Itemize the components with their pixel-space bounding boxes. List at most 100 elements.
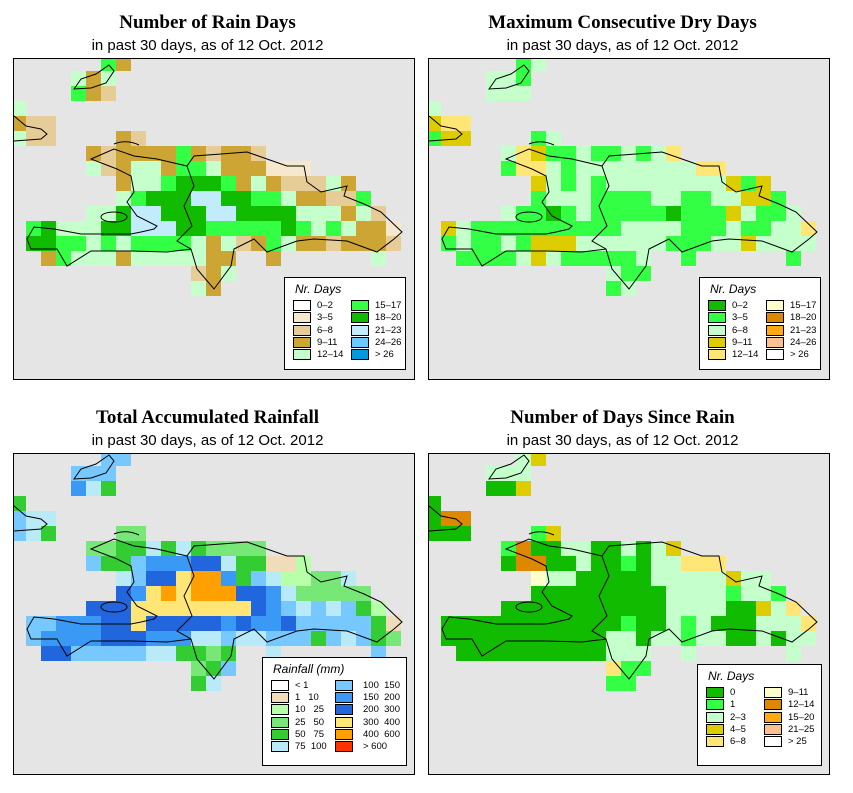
grid-cell bbox=[516, 221, 531, 236]
grid-cell bbox=[191, 281, 206, 296]
grid-cell bbox=[101, 206, 116, 221]
grid-cell bbox=[591, 221, 606, 236]
inagua-coastline bbox=[72, 454, 115, 480]
grid-cell bbox=[206, 631, 221, 646]
grid-cell bbox=[371, 221, 386, 236]
grid-cell bbox=[281, 616, 296, 631]
grid-cell bbox=[711, 586, 726, 601]
grid-cell bbox=[546, 586, 561, 601]
cuba-coastline bbox=[429, 505, 463, 532]
grid-cell bbox=[501, 481, 516, 496]
grid-cell bbox=[471, 251, 486, 266]
grid-cell bbox=[636, 631, 651, 646]
grid-cell bbox=[516, 481, 531, 496]
legend-label: > 26 bbox=[790, 349, 809, 361]
grid-cell bbox=[606, 601, 621, 616]
legend-swatch bbox=[351, 324, 369, 336]
grid-cell bbox=[266, 191, 281, 206]
grid-cell bbox=[546, 206, 561, 221]
grid-cell bbox=[116, 541, 131, 556]
grid-cell bbox=[101, 466, 116, 481]
grid-cell bbox=[621, 631, 636, 646]
grid-cell bbox=[696, 571, 711, 586]
legend-swatch bbox=[271, 741, 289, 752]
legend-swatch bbox=[764, 711, 782, 723]
grid-cell bbox=[191, 661, 206, 676]
grid-cell bbox=[56, 251, 71, 266]
grid-cell bbox=[236, 631, 251, 646]
grid-cell bbox=[161, 221, 176, 236]
grid-cell bbox=[161, 646, 176, 661]
grid-cell bbox=[41, 236, 56, 251]
grid-cell bbox=[131, 646, 146, 661]
grid-cell bbox=[206, 191, 221, 206]
grid-cell bbox=[236, 236, 251, 251]
grid-cell bbox=[221, 191, 236, 206]
grid-cell bbox=[531, 146, 546, 161]
map-canvas bbox=[14, 454, 403, 691]
grid-cell bbox=[531, 131, 546, 146]
grid-cell bbox=[86, 71, 101, 86]
grid-cell bbox=[281, 206, 296, 221]
grid-cell bbox=[681, 631, 696, 646]
grid-cell bbox=[101, 646, 116, 661]
grid-cell bbox=[681, 191, 696, 206]
grid-cell bbox=[429, 131, 441, 146]
grid-cell bbox=[591, 146, 606, 161]
grid-cell bbox=[311, 206, 326, 221]
grid-cell bbox=[441, 131, 456, 146]
grid-cell bbox=[281, 191, 296, 206]
grid-cell bbox=[756, 236, 771, 251]
grid-cell bbox=[636, 176, 651, 191]
grid-cell bbox=[236, 206, 251, 221]
grid-cell bbox=[591, 646, 606, 661]
legend-label: 12–14 bbox=[788, 699, 815, 711]
grid-cell bbox=[161, 176, 176, 191]
grid-cell bbox=[486, 236, 501, 251]
grid-cell bbox=[161, 191, 176, 206]
grid-cell bbox=[236, 571, 251, 586]
grid-cell bbox=[131, 601, 146, 616]
grid-cell bbox=[251, 556, 266, 571]
grid-cell bbox=[146, 251, 161, 266]
grid-cell bbox=[296, 161, 311, 176]
grid-cell bbox=[26, 131, 41, 146]
map-title: Maximum Consecutive Dry Days bbox=[488, 12, 757, 33]
grid-cell bbox=[681, 616, 696, 631]
grid-cell bbox=[501, 541, 516, 556]
grid-cell bbox=[191, 146, 206, 161]
legend-swatch bbox=[706, 699, 724, 711]
grid-cell bbox=[546, 161, 561, 176]
grid-cell bbox=[56, 646, 71, 661]
inagua-coastline bbox=[487, 454, 530, 480]
grid-cell bbox=[681, 586, 696, 601]
grid-cell bbox=[606, 541, 621, 556]
grid-cell bbox=[146, 631, 161, 646]
grid-cell bbox=[591, 571, 606, 586]
grid-cell bbox=[131, 251, 146, 266]
grid-cell bbox=[696, 161, 711, 176]
grid-cell bbox=[296, 236, 311, 251]
grid-cell bbox=[101, 86, 116, 101]
grid-cell bbox=[651, 176, 666, 191]
grid-cell bbox=[471, 646, 486, 661]
legend-label: < 1 bbox=[295, 680, 309, 691]
grid-cell bbox=[606, 146, 621, 161]
grid-cell bbox=[531, 586, 546, 601]
legend-label: 6–8 bbox=[317, 324, 333, 336]
grid-cell bbox=[221, 556, 236, 571]
legend-swatch bbox=[335, 716, 353, 728]
grid-cell bbox=[176, 206, 191, 221]
grid-cell bbox=[771, 601, 786, 616]
grid-cell bbox=[251, 176, 266, 191]
grid-cell bbox=[161, 631, 176, 646]
legend-swatch bbox=[293, 300, 311, 311]
grid-cell bbox=[621, 221, 636, 236]
grid-cell bbox=[501, 206, 516, 221]
grid-cell bbox=[341, 601, 356, 616]
grid-cell bbox=[161, 251, 176, 266]
grid-cell bbox=[501, 601, 516, 616]
grid-cell bbox=[191, 616, 206, 631]
grid-cell bbox=[546, 601, 561, 616]
grid-cell bbox=[681, 601, 696, 616]
